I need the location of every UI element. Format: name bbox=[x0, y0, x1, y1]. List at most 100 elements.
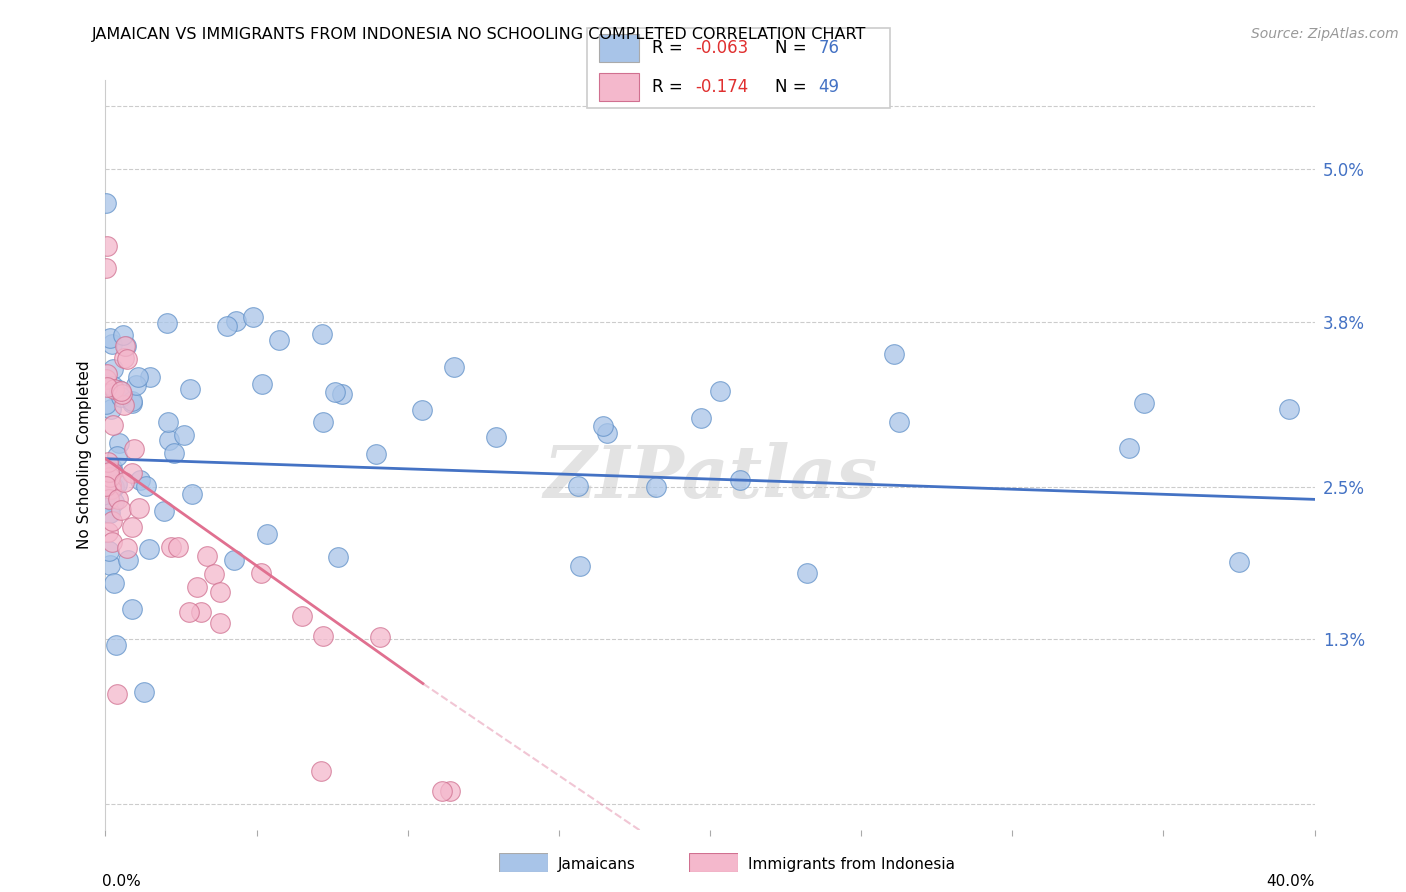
Point bbox=[103, 575, 125, 590]
Point bbox=[202, 566, 225, 581]
Point bbox=[101, 417, 124, 432]
Y-axis label: No Schooling Completed: No Schooling Completed bbox=[76, 360, 91, 549]
Point bbox=[100, 514, 122, 528]
Point bbox=[110, 503, 132, 517]
Point bbox=[645, 480, 668, 494]
Point bbox=[121, 520, 143, 534]
Point bbox=[569, 558, 592, 573]
Point bbox=[166, 540, 188, 554]
Point bbox=[796, 566, 818, 580]
Point bbox=[117, 541, 139, 555]
Point bbox=[97, 525, 120, 540]
Point bbox=[311, 326, 333, 341]
Point bbox=[256, 527, 278, 541]
Text: -0.174: -0.174 bbox=[695, 78, 748, 95]
Point bbox=[312, 415, 335, 429]
Text: 76: 76 bbox=[818, 39, 839, 57]
Point bbox=[332, 386, 354, 401]
Point bbox=[115, 352, 138, 367]
FancyBboxPatch shape bbox=[586, 28, 890, 108]
Point bbox=[127, 369, 149, 384]
Point bbox=[107, 492, 129, 507]
Text: 40.0%: 40.0% bbox=[1267, 874, 1315, 889]
Text: R =: R = bbox=[651, 39, 688, 57]
FancyBboxPatch shape bbox=[599, 73, 640, 101]
Point bbox=[94, 196, 117, 211]
Point bbox=[728, 473, 751, 487]
Point bbox=[690, 411, 713, 425]
Point bbox=[117, 553, 139, 567]
Point bbox=[94, 260, 117, 275]
Point bbox=[94, 479, 117, 493]
Point bbox=[215, 318, 238, 333]
Point bbox=[1133, 396, 1156, 410]
Point bbox=[156, 316, 179, 330]
Text: N =: N = bbox=[775, 39, 813, 57]
Point bbox=[108, 384, 131, 398]
Text: Immigrants from Indonesia: Immigrants from Indonesia bbox=[748, 857, 955, 871]
Point bbox=[443, 359, 465, 374]
Point bbox=[567, 479, 589, 493]
Point bbox=[153, 504, 176, 518]
Point bbox=[97, 455, 120, 469]
Point bbox=[111, 386, 134, 401]
Point bbox=[105, 477, 128, 491]
Point bbox=[157, 434, 180, 448]
Point bbox=[135, 479, 157, 493]
Point bbox=[122, 442, 145, 456]
Point bbox=[100, 461, 122, 475]
Point bbox=[224, 552, 246, 566]
Point bbox=[112, 475, 135, 490]
Point bbox=[94, 372, 117, 386]
Point bbox=[125, 378, 148, 392]
Point bbox=[242, 310, 264, 325]
Point bbox=[364, 447, 387, 461]
Point bbox=[134, 685, 156, 699]
Point bbox=[190, 606, 212, 620]
Point bbox=[1118, 441, 1140, 455]
Point bbox=[94, 474, 117, 488]
Point bbox=[138, 542, 160, 557]
Point bbox=[225, 314, 247, 328]
Point bbox=[105, 638, 128, 652]
FancyBboxPatch shape bbox=[599, 34, 640, 62]
Point bbox=[103, 479, 125, 493]
Point bbox=[101, 362, 124, 376]
Point bbox=[105, 687, 128, 701]
Point bbox=[323, 384, 346, 399]
Point bbox=[98, 492, 121, 507]
Point bbox=[112, 351, 135, 366]
Point bbox=[485, 430, 508, 444]
Point bbox=[115, 339, 138, 353]
Point bbox=[596, 426, 619, 441]
Point bbox=[108, 436, 131, 450]
Point bbox=[97, 544, 120, 558]
Point bbox=[98, 506, 121, 520]
Point bbox=[312, 629, 335, 643]
Text: Jamaicans: Jamaicans bbox=[558, 857, 636, 871]
Point bbox=[157, 416, 180, 430]
Point bbox=[121, 602, 143, 616]
Point bbox=[208, 615, 231, 630]
Point bbox=[110, 390, 132, 404]
Point bbox=[160, 540, 183, 554]
Point bbox=[1278, 402, 1301, 417]
Text: N =: N = bbox=[775, 78, 813, 95]
Point bbox=[98, 470, 121, 484]
Point bbox=[103, 495, 125, 509]
Point bbox=[101, 535, 124, 549]
Text: JAMAICAN VS IMMIGRANTS FROM INDONESIA NO SCHOOLING COMPLETED CORRELATION CHART: JAMAICAN VS IMMIGRANTS FROM INDONESIA NO… bbox=[91, 27, 866, 42]
Point bbox=[309, 764, 332, 778]
Point bbox=[110, 384, 132, 398]
Point bbox=[291, 608, 314, 623]
Point bbox=[177, 605, 200, 619]
Point bbox=[112, 398, 135, 412]
Point bbox=[411, 403, 433, 417]
Point bbox=[250, 377, 273, 392]
Point bbox=[98, 506, 121, 520]
Point bbox=[179, 383, 201, 397]
Point bbox=[100, 477, 122, 491]
Text: -0.063: -0.063 bbox=[695, 39, 748, 57]
Point bbox=[592, 419, 614, 434]
Point bbox=[96, 238, 118, 252]
